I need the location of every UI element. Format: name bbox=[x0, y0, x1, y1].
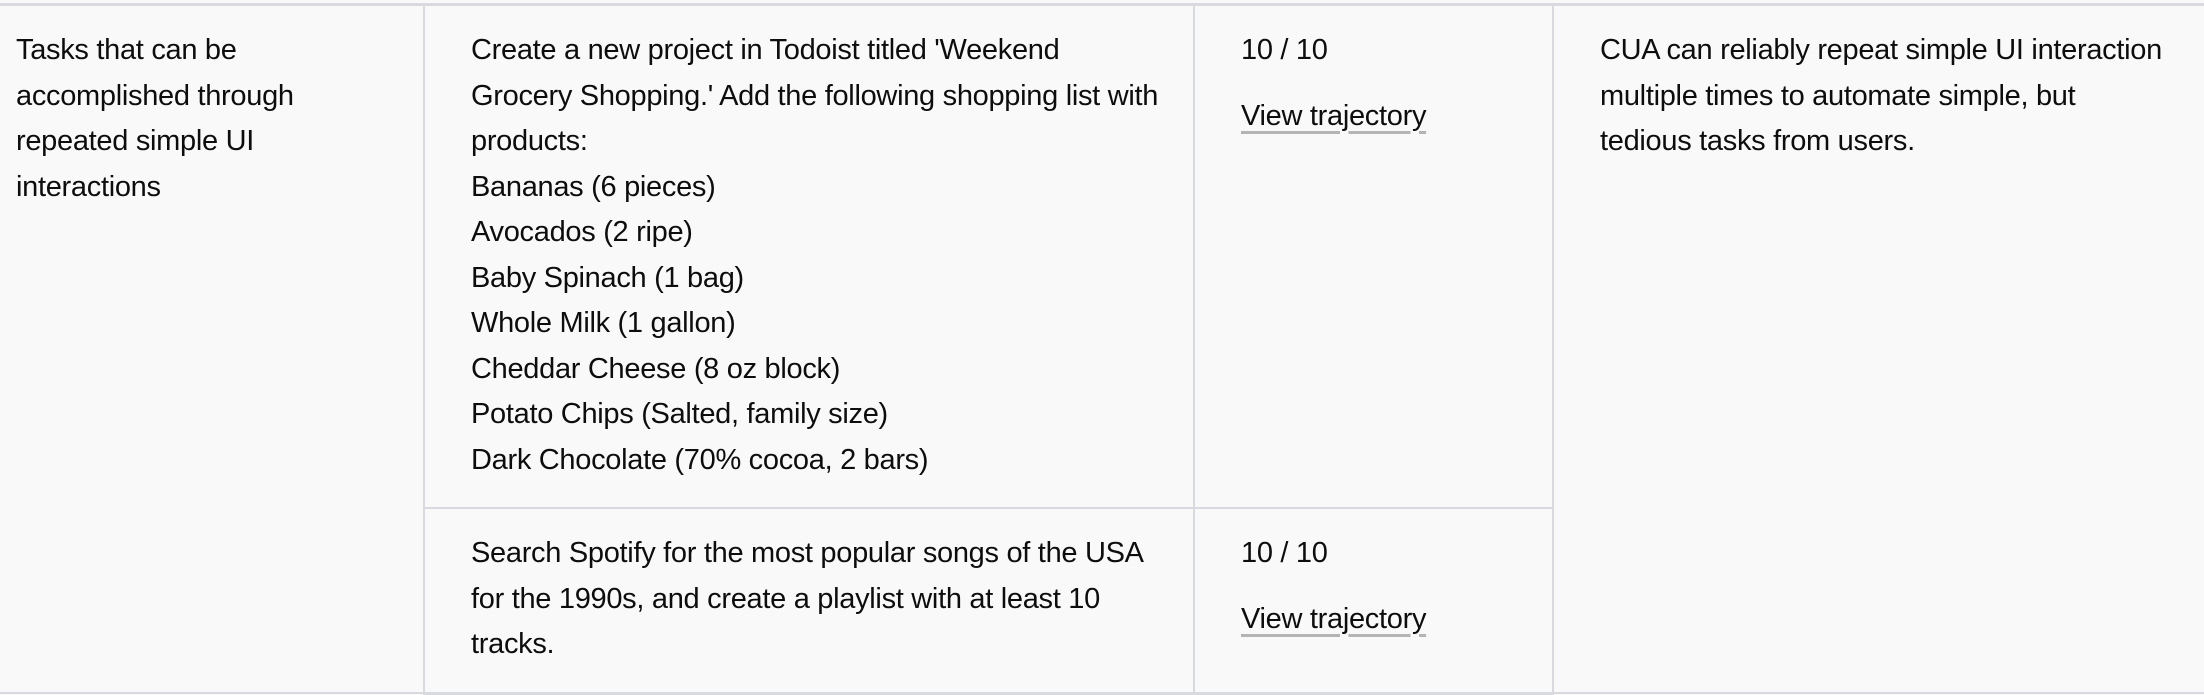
table-row: Search Spotify for the most popular song… bbox=[0, 507, 2204, 695]
task-list-item: Avocados (2 ripe) bbox=[471, 216, 693, 248]
score: 10 / 10 bbox=[1241, 537, 1328, 569]
task-description: Create a new project in Todoist titled '… bbox=[471, 34, 1159, 157]
task-list-item: Dark Chocolate (70% cocoa, 2 bars) bbox=[471, 443, 929, 476]
task-list-item: Whole Milk (1 gallon) bbox=[471, 307, 736, 339]
task-list-item: Baby Spinach (1 bag) bbox=[471, 261, 744, 294]
category-cell: Tasks that can be accomplished through r… bbox=[0, 3, 425, 694]
task-cell: Create a new project in Todoist titled '… bbox=[423, 3, 1195, 509]
note-cell: CUA can reliably repeat simple UI intera… bbox=[1552, 3, 2204, 694]
table-row: Tasks that can be accomplished through r… bbox=[0, 3, 2204, 694]
task-list-item: Cheddar Cheese (8 oz block) bbox=[471, 352, 841, 385]
task-cell: Search Spotify for the most popular song… bbox=[423, 507, 1195, 695]
task-list-item: Bananas (6 pieces) bbox=[471, 170, 716, 203]
score: 10 / 10 bbox=[1241, 34, 1328, 66]
result-cell: 10 / 10 View trajectory bbox=[1193, 507, 1554, 695]
view-trajectory-link[interactable]: View trajectory bbox=[1241, 602, 1427, 635]
view-trajectory-link[interactable]: View trajectory bbox=[1241, 99, 1427, 132]
results-table: Tasks that can be accomplished through r… bbox=[0, 3, 2204, 695]
task-description: Search Spotify for the most popular song… bbox=[471, 537, 1143, 660]
task-list-item: Potato Chips (Salted, family size) bbox=[471, 398, 888, 430]
result-cell: 10 / 10 View trajectory bbox=[1193, 3, 1554, 509]
